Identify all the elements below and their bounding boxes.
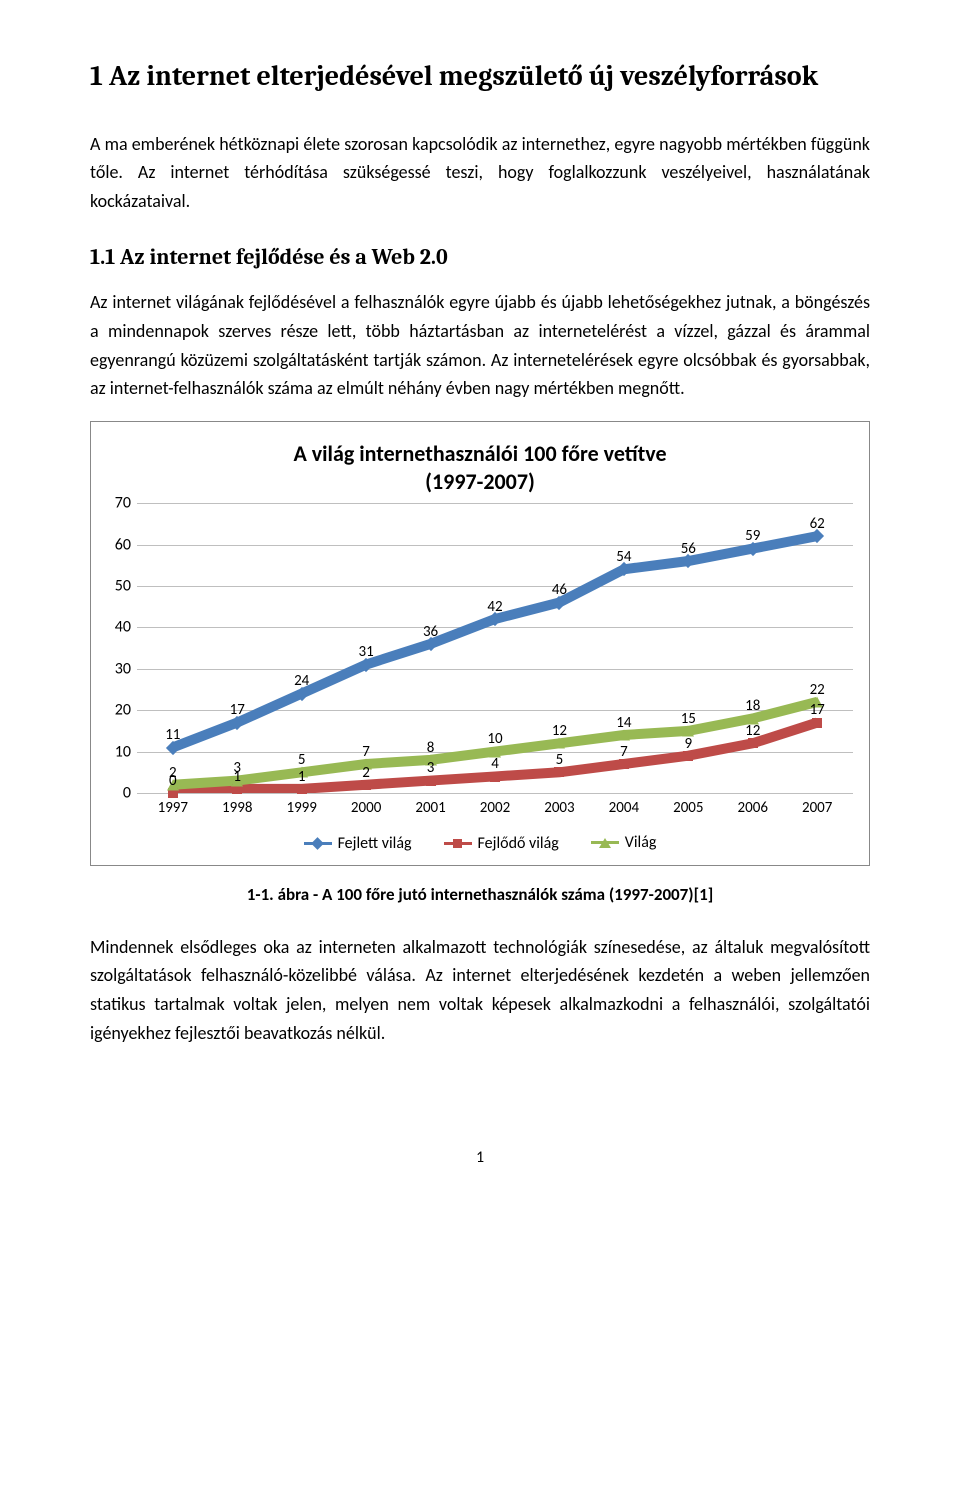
data-label: 59 <box>745 529 760 544</box>
y-tick-label: 0 <box>123 784 131 803</box>
chart-container: A világ internethasználói 100 főre vetít… <box>90 421 870 866</box>
data-label: 7 <box>620 745 628 760</box>
x-tick-label: 2007 <box>802 799 832 817</box>
legend-line-icon <box>444 842 472 845</box>
y-tick-label: 50 <box>115 577 131 596</box>
y-tick-label: 10 <box>115 742 131 761</box>
heading-level-1: 1 Az internet elterjedésével megszülető … <box>90 60 870 94</box>
data-label: 17 <box>230 703 245 718</box>
data-label: 24 <box>294 674 309 689</box>
plot-region: 1117243136424654565962011234579121723578… <box>137 503 853 793</box>
data-label: 2 <box>362 766 370 781</box>
data-label: 46 <box>552 583 567 598</box>
y-axis: 010203040506070 <box>97 503 135 793</box>
x-tick-label: 2004 <box>609 799 639 817</box>
paragraph-after-figure: Mindennek elsődleges oka az interneten a… <box>90 933 870 1048</box>
legend-label: Fejlődő világ <box>478 834 559 853</box>
y-tick-label: 40 <box>115 618 131 637</box>
chart-title-line: A világ internethasználói 100 főre vetít… <box>97 440 863 468</box>
data-label: 42 <box>487 600 502 615</box>
data-label: 5 <box>556 753 564 768</box>
legend-label: Világ <box>625 833 657 852</box>
data-label: 18 <box>745 699 760 714</box>
data-label: 8 <box>427 741 435 756</box>
data-label: 14 <box>616 716 631 731</box>
data-label: 1 <box>298 770 306 785</box>
data-label: 56 <box>681 542 696 557</box>
legend-marker-icon <box>311 837 324 850</box>
chart-title: A világ internethasználói 100 főre vetít… <box>97 440 863 495</box>
legend-line-icon <box>591 841 619 844</box>
x-tick-label: 2006 <box>738 799 768 817</box>
x-tick-label: 2001 <box>415 799 445 817</box>
legend-label: Fejlett világ <box>338 834 412 853</box>
y-tick-label: 30 <box>115 659 131 678</box>
chart-plot-area: 010203040506070 111724313642465456596201… <box>137 503 853 823</box>
chart-title-line: (1997-2007) <box>97 468 863 496</box>
paragraph-body: Az internet világának fejlődésével a fel… <box>90 288 870 403</box>
x-tick-label: 2005 <box>673 799 703 817</box>
paragraph-intro: A ma emberének hétköznapi élete szorosan… <box>90 130 870 216</box>
legend-marker-icon <box>453 839 462 848</box>
data-label: 54 <box>616 550 631 565</box>
data-label: 3 <box>233 761 241 776</box>
x-tick-label: 1997 <box>158 799 188 817</box>
x-tick-label: 1998 <box>222 799 252 817</box>
heading-level-2: 1.1 Az internet fejlődése és a Web 2.0 <box>90 244 870 270</box>
x-tick-label: 2002 <box>480 799 510 817</box>
data-label: 9 <box>685 737 693 752</box>
data-label: 4 <box>491 757 499 772</box>
figure-caption: 1-1. ábra - A 100 főre jutó internethasz… <box>90 884 870 905</box>
y-tick-label: 70 <box>115 494 131 513</box>
data-label: 7 <box>362 745 370 760</box>
legend-line-icon <box>304 842 332 845</box>
data-label: 12 <box>745 724 760 739</box>
series-line <box>173 536 817 747</box>
legend-item: Világ <box>591 833 657 852</box>
data-label: 31 <box>359 645 374 660</box>
data-label: 11 <box>165 728 180 743</box>
data-label: 62 <box>810 517 825 532</box>
data-label: 36 <box>423 625 438 640</box>
data-label: 22 <box>810 683 825 698</box>
page-number: 1 <box>90 1148 870 1167</box>
y-tick-label: 60 <box>115 535 131 554</box>
legend-marker-icon <box>599 838 611 848</box>
chart-legend: Fejlett világ Fejlődő világ Világ <box>97 823 863 853</box>
page: 1 Az internet elterjedésével megszülető … <box>0 0 960 1207</box>
data-label: 12 <box>552 724 567 739</box>
data-label: 17 <box>810 703 825 718</box>
legend-item: Fejlett világ <box>304 834 412 853</box>
legend-item: Fejlődő világ <box>444 834 559 853</box>
data-label: 15 <box>681 712 696 727</box>
y-tick-label: 20 <box>115 701 131 720</box>
data-label: 5 <box>298 753 306 768</box>
data-label: 3 <box>427 761 435 776</box>
data-label: 2 <box>169 766 177 781</box>
data-label: 10 <box>487 732 502 747</box>
x-axis: 1997 1998 1999 2000 2001 2002 2003 2004 2005 2006… <box>137 793 853 823</box>
x-tick-label: 2000 <box>351 799 381 817</box>
x-tick-label: 2003 <box>544 799 574 817</box>
x-tick-label: 1999 <box>286 799 316 817</box>
